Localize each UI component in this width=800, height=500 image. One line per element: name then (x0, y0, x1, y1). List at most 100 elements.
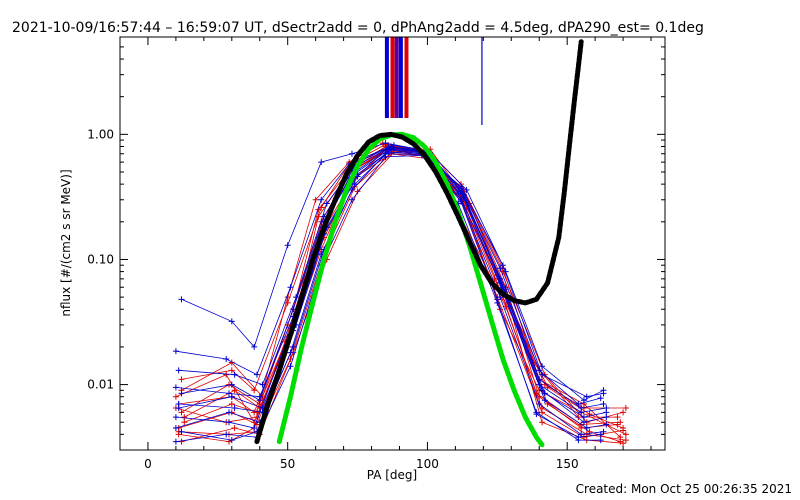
series-line-red (181, 146, 626, 409)
data-point-blue (253, 371, 260, 378)
data-point-blue (536, 400, 543, 407)
data-point-blue (533, 411, 540, 418)
data-point-blue (600, 400, 607, 407)
data-point-red (251, 387, 258, 394)
green-model-curve (276, 131, 545, 448)
data-point-blue (499, 262, 506, 269)
data-point-blue (251, 424, 258, 431)
series-line-blue (181, 142, 604, 398)
data-point-blue (323, 200, 330, 207)
data-point-blue (578, 409, 585, 416)
data-point-blue (226, 409, 232, 416)
data-point-blue (541, 390, 548, 397)
data-point-blue (580, 414, 587, 421)
data-point-blue (455, 189, 462, 196)
data-point-blue (497, 279, 504, 286)
series-layer (172, 140, 629, 447)
data-point-blue (172, 414, 179, 421)
data-point-blue (597, 395, 604, 402)
x-tick-label: 150 (556, 457, 579, 471)
series-line-red (184, 142, 618, 423)
data-point-blue (583, 424, 590, 431)
x-axis-ticks: 0 50 100 150 (144, 37, 652, 471)
data-point-blue (228, 318, 235, 325)
data-point-blue (172, 424, 179, 431)
data-point-blue (603, 421, 610, 428)
series-line-red (181, 148, 621, 442)
data-point-blue (175, 400, 182, 407)
data-point-blue (172, 348, 179, 355)
data-point-red (178, 376, 185, 383)
data-point-blue (318, 159, 325, 166)
data-point-blue (172, 384, 179, 391)
data-point-red (223, 371, 230, 378)
data-point-blue (348, 196, 355, 203)
data-point-red (228, 367, 235, 374)
data-point-blue (575, 400, 582, 407)
y-tick-label: 0.10 (87, 252, 114, 266)
data-point-blue (231, 404, 238, 411)
data-point-red (622, 437, 629, 444)
data-point-red (575, 414, 582, 421)
data-point-blue (256, 393, 263, 400)
data-point-blue (172, 438, 179, 445)
data-point-blue (539, 363, 546, 370)
data-point-blue (575, 434, 582, 441)
data-point-red (617, 419, 624, 426)
data-point-red (614, 414, 621, 421)
data-point-blue (226, 419, 232, 426)
data-point-red (539, 419, 546, 426)
data-point-red (231, 387, 238, 394)
data-point-red (620, 409, 627, 416)
plot-frame (119, 36, 666, 451)
data-point-red (620, 424, 627, 431)
data-point-red (284, 299, 291, 306)
y-axis-ticks: 0.01 0.10 1.00 (87, 36, 665, 451)
data-point-blue (385, 144, 392, 151)
data-point-blue (293, 294, 300, 301)
created-timestamp: Created: Mon Oct 25 00:26:35 2021 (576, 482, 792, 496)
x-tick-label: 50 (280, 457, 295, 471)
data-point-blue (318, 196, 325, 203)
data-point-blue (603, 409, 610, 416)
x-axis-label: PA [deg] (367, 468, 417, 482)
black-model-curve (254, 39, 584, 445)
data-point-red (622, 431, 629, 438)
vertical-markers-layer (384, 37, 483, 125)
data-point-blue (580, 419, 587, 426)
data-point-red (178, 409, 185, 416)
data-point-red (228, 400, 235, 407)
data-point-blue (223, 431, 230, 438)
data-point-blue (457, 185, 464, 192)
data-point-blue (494, 296, 501, 303)
data-point-blue (178, 428, 185, 435)
data-point-blue (175, 367, 182, 374)
data-point-blue (178, 296, 185, 303)
data-point-blue (284, 242, 291, 249)
series-line-red (178, 149, 624, 438)
data-point-blue (497, 265, 504, 272)
data-point-blue (578, 431, 585, 438)
data-point-blue (348, 150, 355, 157)
data-point-blue (597, 431, 604, 438)
data-point-blue (536, 367, 543, 374)
data-point-red (178, 438, 185, 445)
x-tick-label: 100 (416, 457, 439, 471)
data-point-red (253, 414, 260, 421)
x-tick-label: 0 (144, 457, 152, 471)
data-point-red (172, 393, 179, 400)
fit-curves-layer (254, 39, 584, 448)
data-point-red (181, 414, 188, 421)
data-point-blue (382, 140, 389, 147)
y-tick-label: 1.00 (87, 127, 114, 141)
chart-title: 2021-10-09/16:57:44 – 16:59:07 UT, dSect… (12, 20, 704, 36)
data-point-red (231, 424, 238, 431)
data-point-blue (600, 390, 607, 397)
data-point-blue (228, 437, 235, 444)
data-point-blue (541, 397, 548, 404)
y-axis-label: nflux [#/(cm2 s sr MeV)] (59, 169, 73, 316)
data-point-blue (231, 371, 238, 378)
data-point-red (622, 404, 629, 411)
data-point-red (620, 440, 627, 447)
